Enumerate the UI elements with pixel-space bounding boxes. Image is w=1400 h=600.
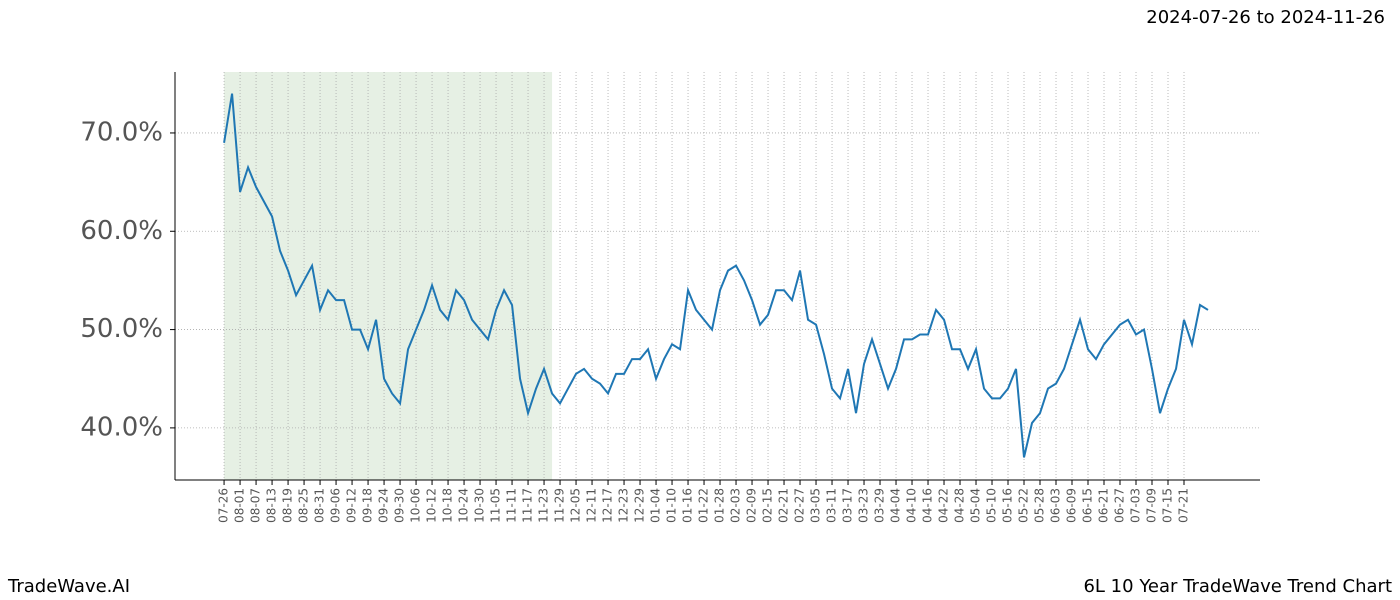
x-tick-label: 12-05	[569, 488, 583, 523]
x-tick-label: 10-06	[409, 488, 423, 523]
x-tick-label: 01-22	[697, 488, 711, 523]
x-tick-label: 12-17	[601, 488, 615, 523]
y-tick-label: 40.0%	[80, 412, 163, 442]
x-tick-label: 02-21	[777, 488, 791, 523]
y-tick-label: 70.0%	[80, 117, 163, 147]
x-tick-label: 12-23	[617, 488, 631, 523]
x-tick-label: 06-21	[1097, 488, 1111, 523]
x-tick-label: 04-16	[921, 488, 935, 523]
x-tick-label: 01-28	[713, 488, 727, 523]
highlight-region	[224, 72, 553, 480]
x-tick-label: 07-03	[1129, 488, 1143, 523]
x-tick-label: 08-25	[297, 488, 311, 523]
x-tick-label: 01-04	[649, 488, 663, 523]
chart-name: 6L 10 Year TradeWave Trend Chart	[1083, 576, 1392, 597]
x-tick-label: 08-19	[281, 488, 295, 523]
x-tick-label: 03-29	[873, 488, 887, 523]
x-tick-label: 12-29	[633, 488, 647, 523]
y-tick-label: 60.0%	[80, 216, 163, 246]
x-tick-label: 06-03	[1049, 488, 1063, 523]
x-tick-label: 10-24	[457, 488, 471, 523]
x-tick-label: 09-30	[393, 488, 407, 523]
x-tick-label: 02-27	[793, 488, 807, 523]
x-tick-label: 08-01	[233, 488, 247, 523]
date-range: 2024-07-26 to 2024-11-26	[1146, 7, 1385, 28]
x-tick-label: 06-15	[1081, 488, 1095, 523]
x-tick-label: 08-31	[313, 488, 327, 523]
x-tick-label: 09-12	[345, 488, 359, 523]
x-tick-label: 08-07	[249, 488, 263, 523]
x-tick-label: 05-28	[1033, 488, 1047, 523]
x-tick-label: 01-16	[681, 488, 695, 523]
x-tick-label: 02-03	[729, 488, 743, 523]
x-tick-label: 01-10	[665, 488, 679, 523]
x-tick-label: 11-29	[553, 488, 567, 523]
x-tick-label: 02-09	[745, 488, 759, 523]
x-tick-label: 07-26	[217, 488, 231, 523]
x-tick-label: 09-24	[377, 488, 391, 523]
x-tick-label: 05-22	[1017, 488, 1031, 523]
x-tick-label: 09-06	[329, 488, 343, 523]
x-tick-label: 04-04	[889, 488, 903, 523]
x-tick-label: 06-09	[1065, 488, 1079, 523]
y-tick-label: 50.0%	[80, 314, 163, 344]
x-tick-label: 03-11	[825, 488, 839, 523]
x-tick-label: 10-18	[441, 488, 455, 523]
x-tick-label: 10-30	[473, 488, 487, 523]
x-tick-label: 09-18	[361, 488, 375, 523]
x-tick-label: 06-27	[1113, 488, 1127, 523]
x-tick-label: 10-12	[425, 488, 439, 523]
x-tick-label: 04-28	[953, 488, 967, 523]
x-tick-label: 03-23	[857, 488, 871, 523]
x-tick-label: 07-21	[1177, 488, 1191, 523]
x-tick-label: 05-16	[1001, 488, 1015, 523]
x-tick-label: 11-05	[489, 488, 503, 523]
x-tick-label: 05-04	[969, 488, 983, 523]
x-tick-label: 08-13	[265, 488, 279, 523]
x-tick-label: 05-10	[985, 488, 999, 523]
x-tick-label: 02-15	[761, 488, 775, 523]
trend-line	[223, 93, 1209, 458]
x-tick-label: 11-11	[505, 488, 519, 523]
x-tick-label: 07-09	[1145, 488, 1159, 523]
x-tick-label: 04-10	[905, 488, 919, 523]
brand: TradeWave.AI	[7, 576, 130, 597]
x-tick-label: 07-15	[1161, 488, 1175, 523]
x-tick-label: 12-11	[585, 488, 599, 523]
x-tick-label: 03-17	[841, 488, 855, 523]
x-tick-label: 11-23	[537, 488, 551, 523]
x-tick-label: 11-17	[521, 488, 535, 523]
x-tick-label: 04-22	[937, 488, 951, 523]
x-tick-label: 03-05	[809, 488, 823, 523]
